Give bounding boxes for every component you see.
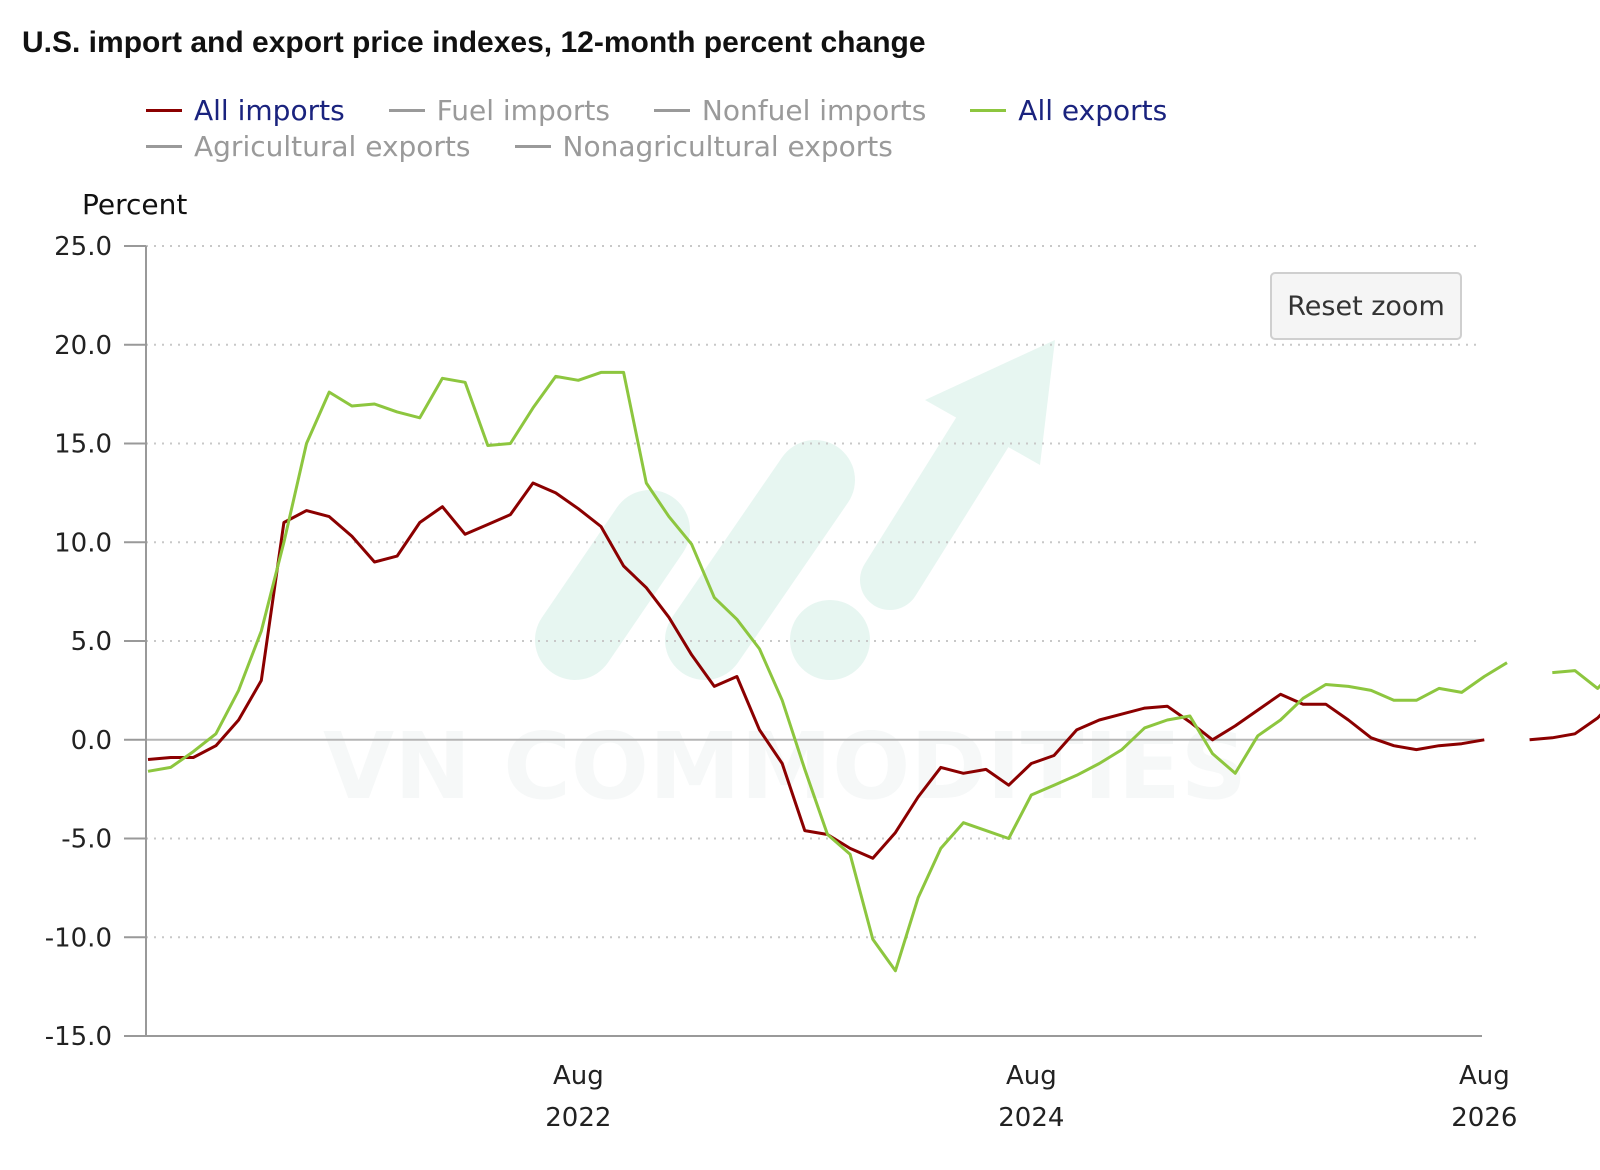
chart-title: U.S. import and export price indexes, 12… bbox=[22, 26, 926, 59]
reset-zoom-button[interactable]: Reset zoom bbox=[1270, 272, 1462, 340]
legend-item-nonfuel-imports[interactable]: Nonfuel imports bbox=[653, 93, 927, 127]
legend-item-nonagricultural-exports[interactable]: Nonagricultural exports bbox=[514, 129, 893, 163]
y-tick-label: 10.0 bbox=[54, 528, 112, 558]
legend-label-agricultural-exports: Agricultural exports bbox=[194, 129, 471, 163]
series-line-all-imports bbox=[1529, 713, 1600, 742]
legend-label-nonagricultural-exports: Nonagricultural exports bbox=[562, 129, 893, 163]
legend-item-all-exports[interactable]: All exports bbox=[970, 94, 1167, 127]
x-tick-label-year: 2026 bbox=[1451, 1103, 1517, 1133]
watermark: VN COMMODITIES bbox=[323, 340, 1247, 820]
y-tick-label: 15.0 bbox=[54, 430, 112, 460]
y-tick-label: -5.0 bbox=[61, 825, 112, 855]
y-tick-label: -10.0 bbox=[45, 923, 112, 953]
legend-swatch-agricultural-exports bbox=[146, 144, 182, 148]
legend-swatch-all-imports bbox=[146, 108, 182, 112]
x-tick-label-month: Aug bbox=[1459, 1061, 1510, 1091]
y-tick-label: 25.0 bbox=[54, 232, 112, 262]
watermark-arrow-shaft bbox=[860, 390, 1020, 610]
y-tick-label: 5.0 bbox=[71, 627, 112, 657]
watermark-bar-2 bbox=[665, 440, 855, 680]
legend-row-2: Agricultural exports Nonagricultural exp… bbox=[146, 128, 1246, 164]
legend-item-all-imports[interactable]: All imports bbox=[146, 94, 345, 127]
series-line-all-exports bbox=[1552, 669, 1600, 690]
watermark-text: VN COMMODITIES bbox=[323, 713, 1247, 820]
legend-label-fuel-imports: Fuel imports bbox=[436, 93, 610, 127]
series-line-all-exports bbox=[147, 370, 1508, 973]
y-tick-label: -15.0 bbox=[45, 1022, 112, 1052]
legend-swatch-all-exports bbox=[970, 108, 1007, 112]
x-tick-label-month: Aug bbox=[1006, 1061, 1057, 1091]
y-tick-label: 20.0 bbox=[54, 331, 112, 361]
legend-item-agricultural-exports[interactable]: Agricultural exports bbox=[146, 130, 471, 163]
x-tick-label-year: 2024 bbox=[998, 1103, 1064, 1133]
watermark-arrow-head bbox=[925, 340, 1055, 465]
legend-swatch-nonfuel-imports bbox=[653, 108, 690, 112]
y-axis-label: Percent bbox=[82, 188, 188, 221]
legend-swatch-nonagricultural-exports bbox=[514, 144, 551, 148]
y-tick-label: 0.0 bbox=[71, 726, 112, 756]
legend-swatch-fuel-imports bbox=[388, 108, 425, 112]
legend-row-1: All imports Fuel imports Nonfuel imports… bbox=[146, 92, 1246, 128]
series-line-all-imports bbox=[147, 481, 1485, 860]
legend-label-all-imports: All imports bbox=[194, 93, 345, 127]
legend-item-fuel-imports[interactable]: Fuel imports bbox=[388, 93, 610, 127]
legend-label-nonfuel-imports: Nonfuel imports bbox=[701, 93, 927, 127]
legend: All imports Fuel imports Nonfuel imports… bbox=[146, 92, 1246, 164]
x-tick-label-year: 2022 bbox=[545, 1103, 611, 1133]
legend-label-all-exports: All exports bbox=[1018, 93, 1168, 127]
x-tick-label-month: Aug bbox=[553, 1061, 604, 1091]
watermark-dot bbox=[790, 600, 870, 680]
watermark-bar-1 bbox=[535, 490, 690, 680]
